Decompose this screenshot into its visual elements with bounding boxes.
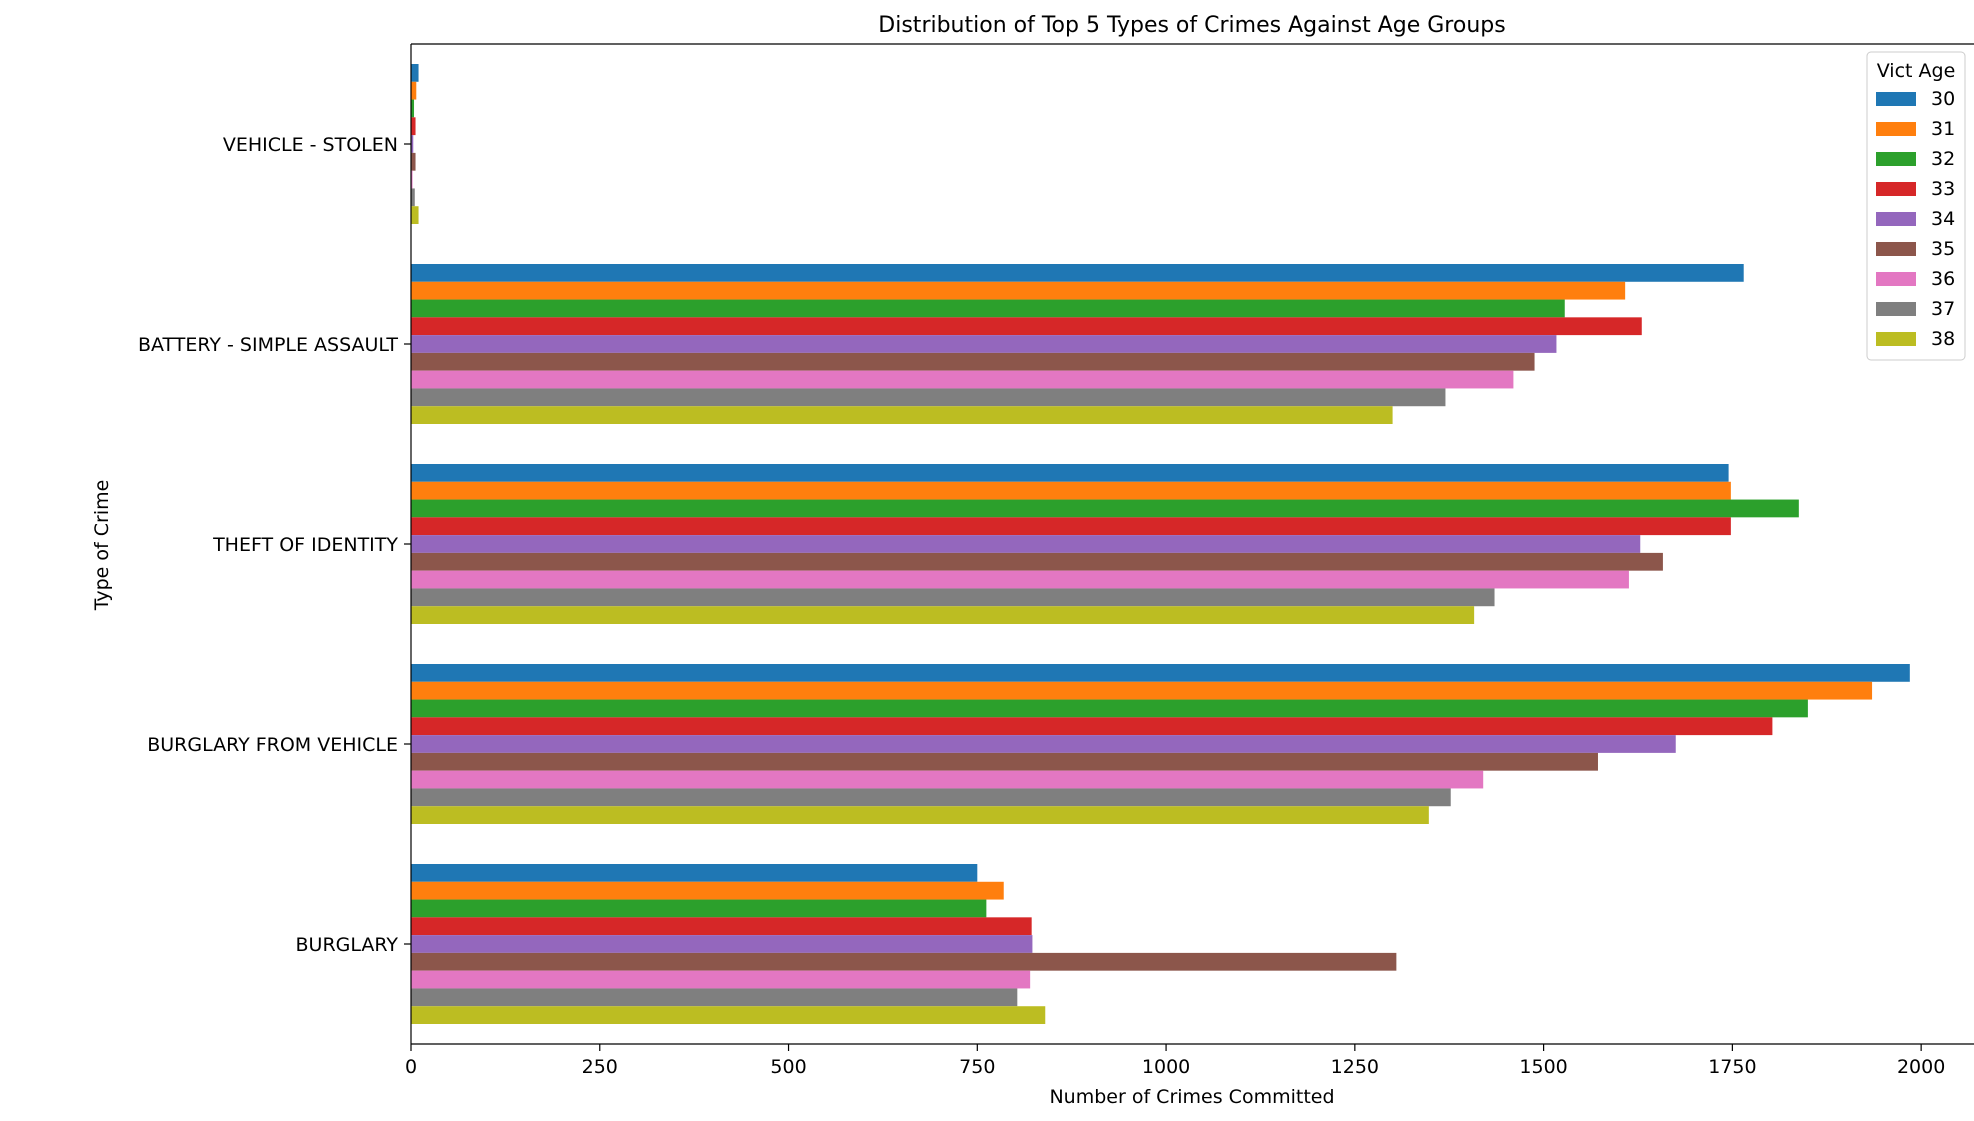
bar-38-2 bbox=[411, 606, 1475, 624]
y-tick-label: BATTERY - SIMPLE ASSAULT bbox=[138, 334, 398, 356]
x-tick-label: 500 bbox=[770, 1056, 806, 1078]
legend-label-32: 32 bbox=[1931, 148, 1955, 170]
bar-31-2 bbox=[411, 481, 1731, 500]
y-tick-label: BURGLARY bbox=[296, 934, 399, 956]
bar-34-3 bbox=[411, 735, 1676, 753]
legend-swatch-33 bbox=[1876, 182, 1916, 196]
bar-38-3 bbox=[411, 806, 1429, 824]
legend-swatch-35 bbox=[1876, 242, 1916, 256]
bar-30-0 bbox=[411, 64, 419, 82]
bar-38-4 bbox=[411, 1006, 1046, 1024]
bar-37-1 bbox=[411, 388, 1446, 407]
bar-34-2 bbox=[411, 535, 1641, 553]
bar-32-1 bbox=[411, 299, 1565, 318]
bar-30-1 bbox=[411, 264, 1744, 282]
bar-36-4 bbox=[411, 970, 1031, 989]
bar-36-3 bbox=[411, 770, 1484, 789]
bar-35-0 bbox=[411, 152, 416, 171]
bar-32-4 bbox=[411, 899, 987, 918]
bar-33-3 bbox=[411, 717, 1773, 736]
bar-37-3 bbox=[411, 788, 1451, 807]
bar-38-1 bbox=[411, 406, 1393, 424]
bar-35-4 bbox=[411, 952, 1397, 971]
legend-swatch-36 bbox=[1876, 272, 1916, 286]
bar-34-4 bbox=[411, 935, 1033, 953]
x-tick-label: 0 bbox=[405, 1056, 417, 1078]
bar-37-4 bbox=[411, 988, 1018, 1007]
axes-layer: 0 250 500 750 1000 1250 1500 1750 2000 VEHICLE - … bbox=[138, 43, 1974, 1078]
bar-37-2 bbox=[411, 588, 1495, 607]
legend-swatch-30 bbox=[1876, 92, 1916, 106]
legend-swatch-32 bbox=[1876, 152, 1916, 166]
bar-38-0 bbox=[411, 206, 419, 224]
legend-swatch-38 bbox=[1876, 332, 1916, 346]
y-tick-label: THEFT OF IDENTITY bbox=[212, 534, 398, 556]
bar-36-2 bbox=[411, 570, 1629, 589]
bar-30-2 bbox=[411, 464, 1729, 482]
x-tick-label: 1500 bbox=[1519, 1056, 1567, 1078]
bar-31-3 bbox=[411, 681, 1873, 700]
legend-label-31: 31 bbox=[1931, 118, 1955, 140]
bar-37-0 bbox=[411, 188, 415, 207]
bar-31-0 bbox=[411, 81, 417, 100]
legend: Vict Age 30 31 32 33 34 35 36 37 38 bbox=[1866, 51, 1966, 361]
legend-swatch-37 bbox=[1876, 302, 1916, 316]
bar-35-3 bbox=[411, 752, 1598, 771]
bar-31-1 bbox=[411, 281, 1626, 300]
bar-32-3 bbox=[411, 699, 1808, 718]
x-tick-label: 1250 bbox=[1331, 1056, 1379, 1078]
legend-label-35: 35 bbox=[1931, 238, 1955, 260]
legend-label-34: 34 bbox=[1931, 208, 1955, 230]
bar-36-0 bbox=[411, 170, 413, 189]
chart-title: Distribution of Top 5 Types of Crimes Ag… bbox=[878, 13, 1505, 38]
bar-30-4 bbox=[411, 864, 978, 882]
legend-label-38: 38 bbox=[1931, 328, 1955, 350]
bar-31-4 bbox=[411, 881, 1004, 900]
bar-33-4 bbox=[411, 917, 1032, 936]
bar-34-1 bbox=[411, 335, 1557, 353]
bar-33-2 bbox=[411, 517, 1731, 536]
bar-33-0 bbox=[411, 117, 416, 136]
x-tick-label: 1000 bbox=[1142, 1056, 1190, 1078]
legend-label-33: 33 bbox=[1931, 178, 1955, 200]
bar-35-2 bbox=[411, 552, 1663, 571]
x-tick-label: 2000 bbox=[1897, 1056, 1945, 1078]
legend-label-36: 36 bbox=[1931, 268, 1955, 290]
bars-layer bbox=[411, 64, 1910, 1024]
x-tick-label: 750 bbox=[959, 1056, 995, 1078]
bar-34-0 bbox=[411, 135, 414, 153]
bar-36-1 bbox=[411, 370, 1514, 389]
x-tick-label: 250 bbox=[582, 1056, 618, 1078]
legend-label-30: 30 bbox=[1931, 88, 1955, 110]
bar-32-0 bbox=[411, 99, 415, 118]
y-axis-label: Type of Crime bbox=[91, 480, 113, 612]
bar-30-3 bbox=[411, 664, 1910, 682]
legend-swatch-31 bbox=[1876, 122, 1916, 136]
bar-32-2 bbox=[411, 499, 1799, 518]
legend-title: Vict Age bbox=[1877, 60, 1956, 82]
legend-label-37: 37 bbox=[1931, 298, 1955, 320]
bar-35-1 bbox=[411, 352, 1535, 371]
y-tick-label: VEHICLE - STOLEN bbox=[223, 134, 398, 156]
y-tick-label: BURGLARY FROM VEHICLE bbox=[147, 734, 398, 756]
x-axis-label: Number of Crimes Committed bbox=[1049, 1086, 1334, 1108]
bar-33-1 bbox=[411, 317, 1642, 336]
x-tick-label: 1750 bbox=[1708, 1056, 1756, 1078]
legend-swatch-34 bbox=[1876, 212, 1916, 226]
